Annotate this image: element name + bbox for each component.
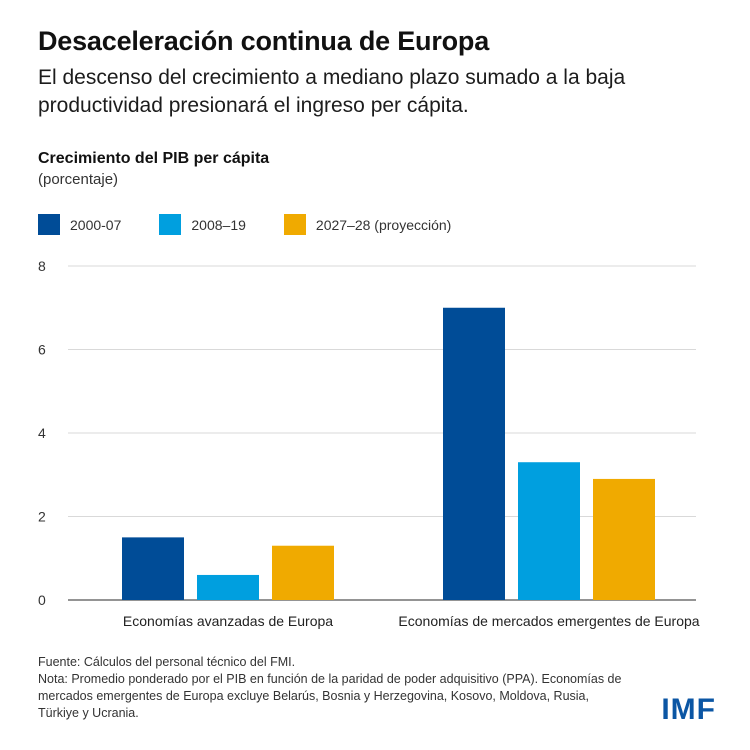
legend-item-2008-19: 2008–19 — [159, 214, 246, 235]
methodology-note: Nota: Promedio ponderado por el PIB en f… — [38, 672, 622, 720]
y-tick-label-6: 6 — [38, 342, 46, 358]
x-category-label-2: Economías de mercados emergentes de Euro… — [398, 613, 699, 629]
bar-1-2008-19 — [197, 574, 259, 600]
legend-label-2000-07: 2000-07 — [70, 216, 122, 233]
imf-logo: IMF — [661, 693, 716, 726]
legend-swatch-2027-28 — [283, 214, 306, 235]
chart-unit: (porcentaje) — [38, 171, 119, 188]
legend-label-2027-28: 2027–28 (proyección) — [315, 216, 452, 233]
bar-2-2027-28-proyecci-n- — [593, 478, 655, 600]
x-category-label-1: Economías avanzadas de Europa — [123, 613, 333, 629]
page-subtitle: El descenso del crecimiento a mediano pl… — [38, 66, 626, 117]
bar-1-2000-07 — [122, 537, 184, 600]
source-note: Fuente: Cálculos del personal técnico de… — [38, 655, 296, 669]
legend-label-2008-19: 2008–19 — [191, 216, 246, 233]
chart-title: Crecimiento del PIB per cápita — [38, 150, 270, 167]
legend-item-2000-07: 2000-07 — [38, 214, 121, 235]
y-tick-label-4: 4 — [38, 425, 46, 441]
legend: 2000-07 2008–19 2027–28 (proyección) — [38, 214, 489, 235]
legend-swatch-2008-19 — [159, 214, 182, 235]
y-tick-label-2: 2 — [38, 509, 46, 525]
footnote: Fuente: Cálculos del personal técnico de… — [38, 654, 628, 722]
legend-item-2027-28: 2027–28 (proyección) — [283, 214, 452, 235]
bar-2-2008-19 — [518, 462, 580, 600]
y-tick-label-8: 8 — [38, 258, 46, 274]
page-title: Desaceleración continua de Europa — [38, 26, 490, 56]
bar-2-2000-07 — [443, 307, 505, 600]
legend-swatch-2000-07 — [38, 214, 60, 235]
y-tick-label-0: 0 — [38, 592, 46, 608]
bar-1-2027-28-proyecci-n- — [272, 545, 334, 600]
